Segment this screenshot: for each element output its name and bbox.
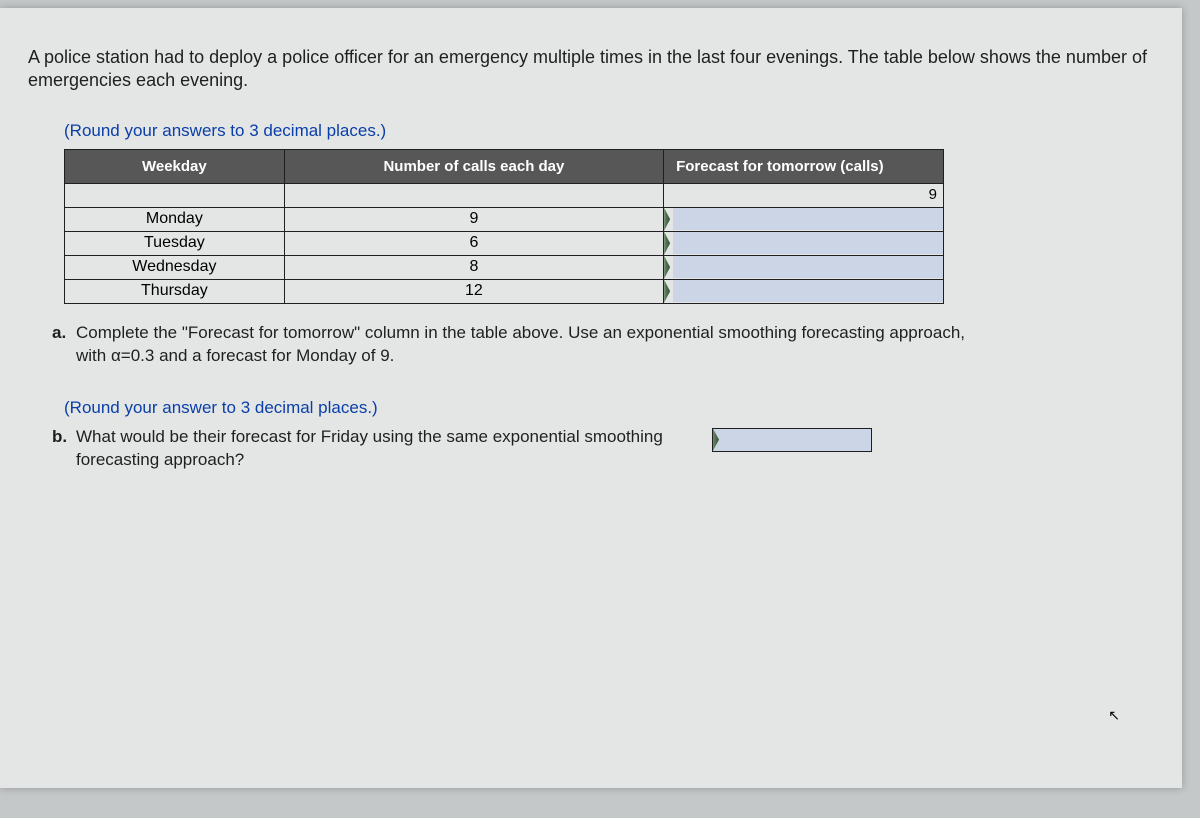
initial-forecast-cell [664,183,944,207]
initial-forecast-value [664,184,943,206]
weekday-cell: Thursday [65,279,285,303]
table-row: Monday 9 [65,207,944,231]
initial-forecast-row [65,183,944,207]
calls-cell: 12 [284,279,663,303]
table-row: Wednesday 8 [65,255,944,279]
table-header-row: Weekday Number of calls each day Forecas… [65,149,944,183]
question-a-text: Complete the "Forecast for tomorrow" col… [76,322,976,368]
friday-forecast-input[interactable] [722,429,933,451]
col-header-weekday: Weekday [65,149,285,183]
table-row: Thursday 12 [65,279,944,303]
calls-cell: 9 [284,207,663,231]
table-row: Tuesday 6 [65,231,944,255]
calls-cell: 6 [284,231,663,255]
col-header-forecast: Forecast for tomorrow (calls) [664,149,944,183]
question-b-label: b. [52,426,70,449]
forecast-cell [664,231,944,255]
blank-weekday [65,183,285,207]
forecast-cell [664,279,944,303]
input-marker-icon [664,208,670,231]
input-marker-icon [713,429,719,451]
forecast-cell [664,255,944,279]
question-a-label: a. [52,322,70,345]
blank-calls [284,183,663,207]
forecast-input-tuesday[interactable] [673,232,943,254]
cursor-icon: ↖ [1108,707,1120,724]
input-marker-icon [664,256,670,279]
calls-cell: 8 [284,255,663,279]
forecast-input-monday[interactable] [673,208,943,230]
weekday-cell: Wednesday [65,255,285,279]
weekday-cell: Monday [65,207,285,231]
forecast-input-wednesday[interactable] [673,256,943,278]
question-b: b. What would be their forecast for Frid… [52,426,1154,472]
friday-answer-box [712,428,872,452]
rounding-note-b: (Round your answer to 3 decimal places.) [64,398,1154,418]
question-page: A police station had to deploy a police … [0,8,1182,788]
input-marker-icon [664,232,670,255]
rounding-note-a: (Round your answers to 3 decimal places.… [64,121,1154,141]
question-b-text: What would be their forecast for Friday … [76,426,676,472]
problem-intro: A police station had to deploy a police … [28,46,1148,93]
input-marker-icon [664,280,670,303]
weekday-cell: Tuesday [65,231,285,255]
emergency-table: Weekday Number of calls each day Forecas… [64,149,944,304]
question-a: a. Complete the "Forecast for tomorrow" … [52,322,1154,368]
forecast-input-thursday[interactable] [673,280,943,302]
forecast-cell [664,207,944,231]
col-header-calls: Number of calls each day [284,149,663,183]
